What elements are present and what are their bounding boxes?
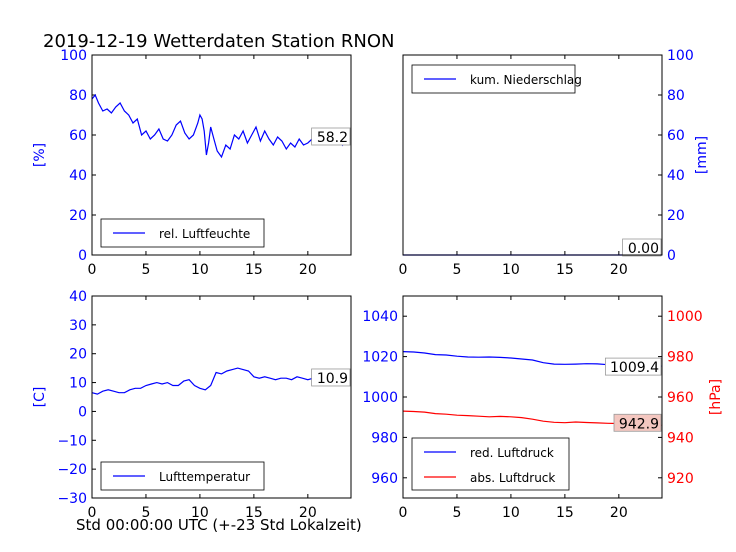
y-tick-label: 100 bbox=[667, 48, 694, 64]
y-tick-label: 920 bbox=[667, 471, 694, 487]
x-axis-label: Std 00:00:00 UTC (+-23 Std Lokalzeit) bbox=[76, 516, 362, 534]
x-tick-label: 15 bbox=[556, 505, 574, 521]
y-tick-label: −20 bbox=[57, 462, 87, 478]
x-tick-label: 10 bbox=[191, 262, 209, 278]
legend-label: Lufttemperatur bbox=[159, 470, 250, 484]
y-axis-label: [hPa] bbox=[708, 379, 724, 415]
legend-label: red. Luftdruck bbox=[470, 446, 554, 460]
x-tick-label: 20 bbox=[299, 505, 317, 521]
x-tick-label: 5 bbox=[452, 262, 461, 278]
x-tick-label: 5 bbox=[141, 262, 150, 278]
x-tick-label: 20 bbox=[299, 262, 317, 278]
y-tick-label: 40 bbox=[69, 289, 87, 305]
y-tick-label: −30 bbox=[57, 491, 87, 507]
y-tick-label: 1000 bbox=[362, 390, 398, 406]
y-tick-label: 0 bbox=[78, 248, 87, 264]
x-tick-label: 15 bbox=[556, 262, 574, 278]
y-tick-label: 20 bbox=[667, 208, 685, 224]
x-tick-label: 5 bbox=[141, 505, 150, 521]
y-tick-label: 40 bbox=[69, 168, 87, 184]
y-axis-label: [mm] bbox=[694, 136, 710, 174]
series-line bbox=[91, 93, 351, 159]
x-tick-label: 15 bbox=[245, 262, 263, 278]
y-tick-label: 80 bbox=[69, 88, 87, 104]
x-tick-label: 10 bbox=[502, 505, 520, 521]
y-axis-label: [%] bbox=[32, 143, 48, 167]
y-tick-label: 30 bbox=[69, 318, 87, 334]
current-value-label: 0.00 bbox=[628, 241, 659, 257]
current-value-box bbox=[311, 127, 351, 146]
x-tick-label: 0 bbox=[399, 505, 408, 521]
plot-frame bbox=[402, 54, 663, 256]
series-line bbox=[91, 367, 350, 395]
y-tick-label: 40 bbox=[667, 168, 685, 184]
plot-frame bbox=[91, 54, 352, 256]
y-tick-label: 10 bbox=[69, 376, 87, 392]
y-tick-label: 980 bbox=[667, 350, 694, 366]
chart-pressure: 0 5 10 15 20 960 980 1000 1020 1040 920 940 960 980 10… bbox=[362, 295, 724, 521]
y-tick-label: 940 bbox=[667, 430, 694, 446]
current-value-label: 942.9 bbox=[619, 416, 659, 432]
y-tick-label: 60 bbox=[69, 128, 87, 144]
y-tick-label: −10 bbox=[57, 433, 87, 449]
y-tick-label: 960 bbox=[667, 390, 694, 406]
current-value-label: 10.9 bbox=[317, 371, 348, 387]
chart-precipitation: 0 5 10 15 20 0 20 40 60 80 100 [mm] kum. Niederschla… bbox=[399, 48, 710, 278]
y-tick-label: 20 bbox=[69, 347, 87, 363]
y-tick-label: 0 bbox=[667, 248, 676, 264]
legend-label: kum. Niederschlag bbox=[470, 73, 582, 87]
y-tick-label: 0 bbox=[78, 404, 87, 420]
x-tick-label: 20 bbox=[610, 262, 628, 278]
current-value-box bbox=[622, 238, 662, 257]
legend-label: abs. Luftdruck bbox=[470, 471, 555, 485]
y-tick-label: 1040 bbox=[362, 309, 398, 325]
legend-label: rel. Luftfeuchte bbox=[159, 227, 250, 241]
x-tick-label: 0 bbox=[399, 262, 408, 278]
chart-temperature: 0 5 10 15 20 −30 −20 −10 0 10 20 30 40 [C] Lufttempera… bbox=[32, 289, 352, 521]
y-tick-label: 1000 bbox=[667, 309, 703, 325]
y-tick-label: 60 bbox=[667, 128, 685, 144]
x-tick-label: 10 bbox=[191, 505, 209, 521]
y-tick-label: 1020 bbox=[362, 350, 398, 366]
x-tick-label: 20 bbox=[610, 505, 628, 521]
legend-box bbox=[411, 437, 570, 491]
figure-title: 2019-12-19 Wetterdaten Station RNON bbox=[43, 31, 395, 52]
x-tick-label: 0 bbox=[88, 262, 97, 278]
current-value-box bbox=[613, 413, 662, 432]
y-tick-label: 100 bbox=[60, 48, 87, 64]
x-tick-label: 15 bbox=[245, 505, 263, 521]
x-tick-label: 10 bbox=[502, 262, 520, 278]
y-tick-label: 960 bbox=[371, 471, 398, 487]
current-value-label: 58.2 bbox=[317, 130, 348, 146]
current-value-label: 1009.4 bbox=[610, 360, 659, 376]
plot-frame bbox=[402, 295, 663, 499]
chart-humidity: 0 5 10 15 20 0 20 40 60 80 100 [%] rel. Luftfeuchte 5… bbox=[32, 48, 352, 278]
y-tick-label: 80 bbox=[667, 88, 685, 104]
plot-frame bbox=[91, 295, 352, 499]
current-value-box bbox=[311, 368, 351, 387]
y-tick-label: 980 bbox=[371, 430, 398, 446]
current-value-box bbox=[605, 357, 662, 376]
y-axis-label: [C] bbox=[32, 387, 48, 408]
y-tick-label: 20 bbox=[69, 208, 87, 224]
x-tick-label: 5 bbox=[452, 505, 461, 521]
x-tick-label: 0 bbox=[88, 505, 97, 521]
